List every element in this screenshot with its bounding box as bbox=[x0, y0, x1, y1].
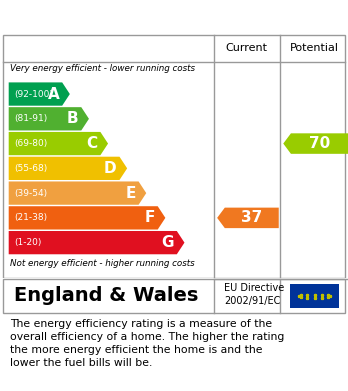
Text: Potential: Potential bbox=[290, 43, 338, 53]
Text: (39-54): (39-54) bbox=[14, 188, 47, 197]
Text: England & Wales: England & Wales bbox=[14, 286, 198, 305]
Text: Current: Current bbox=[226, 43, 268, 53]
Text: Very energy efficient - lower running costs: Very energy efficient - lower running co… bbox=[10, 64, 196, 73]
Text: Energy Efficiency Rating: Energy Efficiency Rating bbox=[14, 7, 243, 25]
Text: 70: 70 bbox=[309, 136, 331, 151]
Text: (55-68): (55-68) bbox=[14, 164, 47, 173]
Text: E: E bbox=[125, 186, 136, 201]
Polygon shape bbox=[9, 181, 146, 205]
Text: C: C bbox=[87, 136, 97, 151]
Text: 37: 37 bbox=[241, 210, 262, 225]
Text: (69-80): (69-80) bbox=[14, 139, 47, 148]
Text: Not energy efficient - higher running costs: Not energy efficient - higher running co… bbox=[10, 259, 195, 268]
Text: (92-100): (92-100) bbox=[14, 90, 53, 99]
Text: A: A bbox=[48, 86, 60, 102]
Text: F: F bbox=[144, 210, 155, 225]
Polygon shape bbox=[9, 206, 165, 230]
Text: EU Directive
2002/91/EC: EU Directive 2002/91/EC bbox=[224, 283, 284, 305]
Text: (81-91): (81-91) bbox=[14, 114, 47, 123]
Polygon shape bbox=[9, 132, 108, 155]
Text: (1-20): (1-20) bbox=[14, 238, 41, 247]
Text: The energy efficiency rating is a measure of the
overall efficiency of a home. T: The energy efficiency rating is a measur… bbox=[10, 319, 285, 368]
Text: B: B bbox=[67, 111, 79, 126]
Text: G: G bbox=[161, 235, 174, 250]
Bar bbox=[290, 284, 339, 308]
Polygon shape bbox=[217, 208, 279, 228]
Text: D: D bbox=[104, 161, 117, 176]
Polygon shape bbox=[9, 157, 127, 180]
Polygon shape bbox=[9, 107, 89, 131]
Text: (21-38): (21-38) bbox=[14, 213, 47, 222]
Polygon shape bbox=[283, 133, 348, 154]
Polygon shape bbox=[9, 83, 70, 106]
Polygon shape bbox=[9, 231, 184, 254]
